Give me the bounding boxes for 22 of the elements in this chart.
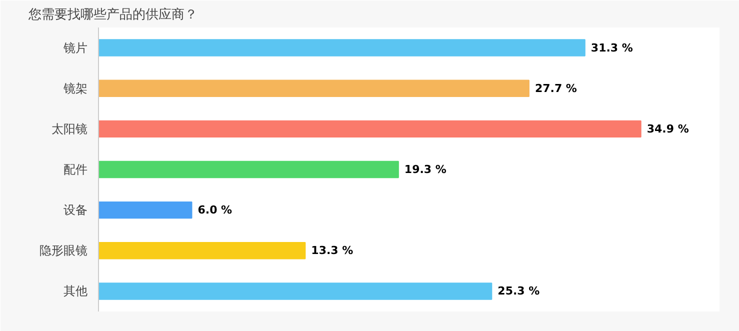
data-label: 25.3 % [498, 284, 540, 298]
data-label: 34.9 % [646, 122, 689, 136]
y-tick-label: 配件 [64, 162, 88, 176]
data-label: 31.3 % [590, 41, 633, 54]
data-label: 19.3 % [404, 163, 446, 176]
bar [98, 242, 306, 260]
chart-title: 您需要找哪些产品的供应商？ [28, 6, 198, 22]
data-label: 6.0 % [198, 204, 232, 217]
data-label: 13.3 % [311, 244, 354, 258]
data-label: 27.7 % [534, 82, 577, 95]
bar [98, 160, 399, 178]
bar [98, 201, 192, 219]
bar [98, 120, 642, 138]
y-tick-label: 镜架 [62, 81, 88, 96]
bar [98, 39, 586, 56]
bar [98, 80, 530, 97]
y-tick-label: 太阳镜 [52, 122, 88, 136]
bar [98, 282, 492, 300]
y-tick-label: 其他 [64, 284, 88, 298]
y-tick-label: 设备 [64, 203, 88, 218]
y-tick-label: 隐形眼镜 [40, 244, 88, 258]
y-tick-label: 镜片 [62, 40, 88, 55]
